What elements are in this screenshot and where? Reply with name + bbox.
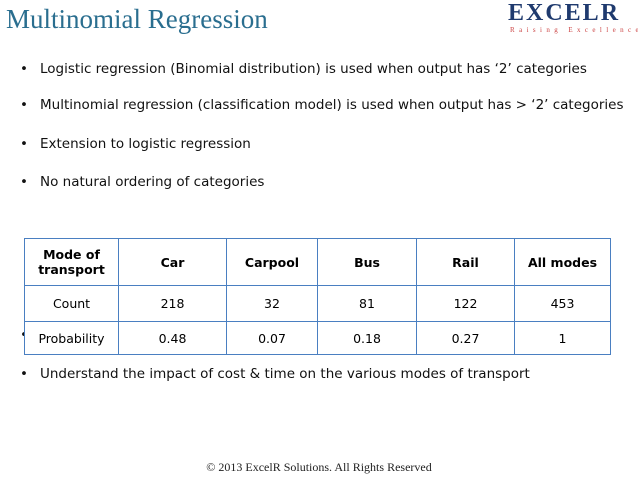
cell: 0.07 bbox=[226, 321, 318, 355]
cell: 32 bbox=[226, 285, 318, 322]
header-cell: Mode of transport bbox=[24, 238, 119, 286]
bullet: • Logistic regression (Binomial distribut… bbox=[20, 61, 587, 77]
bullet-dot: • bbox=[20, 327, 40, 343]
footer: © 2013 ExcelR Solutions. All Rights Rese… bbox=[206, 460, 432, 474]
cell: 218 bbox=[118, 285, 227, 322]
bullet-text: Multinomial regression (classification m… bbox=[40, 97, 624, 113]
bullet: • Extension to logistic regression bbox=[20, 136, 251, 152]
table-row: Probability 0.48 0.07 0.18 0.27 1 bbox=[24, 321, 611, 355]
logo-tagline: Raising Excellence bbox=[510, 26, 638, 34]
bullet-text: No natural ordering of categories bbox=[40, 174, 265, 190]
header-cell: Car bbox=[118, 238, 227, 286]
logo: EXCELR bbox=[508, 0, 621, 26]
cell: Count bbox=[24, 285, 119, 322]
header-cell: Bus bbox=[317, 238, 417, 286]
bullet-text: Extension to logistic regression bbox=[40, 136, 251, 152]
cell: 122 bbox=[416, 285, 515, 322]
title: Multinomial Regression bbox=[6, 4, 268, 34]
cell: Probability bbox=[24, 321, 119, 355]
cell: 0.48 bbox=[118, 321, 227, 355]
cell: 453 bbox=[514, 285, 611, 322]
cell: 0.18 bbox=[317, 321, 417, 355]
table-row: Count 218 32 81 122 453 bbox=[24, 285, 611, 322]
header-cell: Rail bbox=[416, 238, 515, 286]
bullet-text: Understand the impact of cost & time on … bbox=[40, 366, 530, 382]
bullet: • Understand the impact of cost & time on… bbox=[20, 366, 530, 382]
cell: 1 bbox=[514, 321, 611, 355]
cell: 81 bbox=[317, 285, 417, 322]
bullet-text: Logistic regression (Binomial distributi… bbox=[40, 61, 587, 77]
bullet: • No natural ordering of categories bbox=[20, 174, 265, 190]
header-row: Mode of transport Car Carpool Bus Rail A… bbox=[24, 238, 611, 286]
header-cell: All modes bbox=[514, 238, 611, 286]
data-table: Mode of transport Car Carpool Bus Rail A… bbox=[24, 238, 611, 355]
cell: 0.27 bbox=[416, 321, 515, 355]
bullet: • Multinomial regression (classification … bbox=[20, 97, 624, 113]
header-cell: Carpool bbox=[226, 238, 318, 286]
